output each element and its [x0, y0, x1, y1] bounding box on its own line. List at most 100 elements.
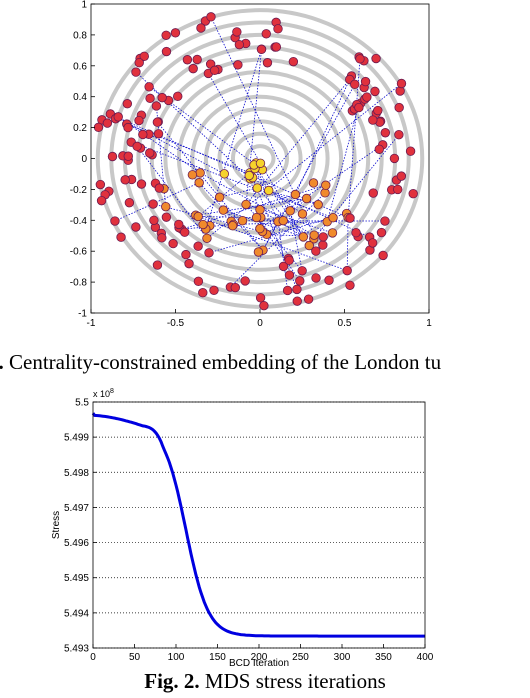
edge-31	[181, 223, 234, 230]
node-45	[321, 180, 331, 190]
node-197	[113, 112, 123, 122]
network-nodes	[93, 12, 418, 311]
node-186	[138, 129, 148, 140]
node-59	[318, 240, 328, 250]
edge-45	[219, 187, 258, 198]
node-53	[198, 219, 208, 230]
x-tick-label: 0.5	[338, 318, 352, 329]
node-36	[298, 232, 309, 242]
node-104	[311, 246, 321, 256]
node-127	[116, 232, 126, 242]
node-97	[204, 248, 214, 258]
node-50	[328, 212, 338, 223]
node-212	[179, 227, 190, 237]
edge-23	[260, 217, 315, 236]
x-tick-label: -0.5	[167, 318, 185, 329]
node-168	[174, 219, 184, 230]
node-133	[355, 54, 365, 64]
node-70	[170, 28, 181, 38]
plot2-x-tick-labels: 0 50 100 150 200 250 300 350 400	[90, 652, 434, 663]
stress-series-line	[91, 412, 425, 638]
node-169	[168, 238, 178, 249]
node-218	[368, 188, 378, 198]
node-202	[209, 285, 219, 296]
edge-58	[157, 121, 264, 251]
node-207	[198, 288, 208, 298]
node-49	[227, 221, 238, 231]
node-34	[285, 206, 295, 216]
node-124	[297, 266, 307, 276]
node-145	[152, 117, 163, 127]
node-178	[362, 92, 372, 102]
node-213	[134, 115, 144, 126]
node-114	[157, 92, 167, 103]
plot1-x-tick-labels: -1 -0.5 0 0.5 1	[87, 318, 433, 329]
node-79	[371, 53, 381, 64]
node-184	[367, 238, 378, 248]
node-52	[308, 178, 319, 188]
node-182	[196, 23, 206, 33]
node-115	[173, 91, 183, 102]
node-200	[154, 183, 164, 193]
y-tick-label: 0	[81, 154, 87, 165]
node-3	[264, 185, 274, 196]
node-68	[405, 146, 416, 156]
node-143	[259, 300, 269, 311]
y-tick-label: 0.8	[73, 30, 87, 41]
node-23	[251, 212, 262, 223]
node-86	[96, 195, 107, 206]
edge-10	[148, 86, 263, 171]
x-tick-label: 1	[426, 318, 432, 329]
node-73	[395, 86, 405, 96]
node-157	[145, 148, 155, 158]
node-51	[194, 178, 204, 188]
node-55	[309, 230, 319, 240]
x-tick-label: 350	[375, 652, 392, 663]
node-155	[148, 199, 158, 209]
y-tick-label: 0.4	[73, 92, 87, 103]
y-tick-label: -1	[78, 309, 87, 320]
node-193	[288, 56, 299, 67]
plot1-y-tick-labels: 1 0.8 0.6 0.4 0.2 0 -0.2 -0.4 -0.6 -0.8 -1	[70, 0, 88, 320]
node-138	[324, 275, 334, 285]
node-142	[139, 51, 149, 62]
node-42	[297, 209, 308, 219]
node-220	[131, 67, 141, 77]
x-tick-label: 150	[209, 652, 226, 663]
node-199	[123, 151, 133, 161]
y-tick-label: 0.6	[73, 61, 87, 72]
node-183	[123, 122, 133, 133]
node-153	[132, 141, 142, 152]
node-173	[374, 144, 384, 154]
x-tick-label: -1	[87, 318, 96, 329]
node-166	[110, 216, 120, 226]
node-189	[102, 118, 113, 128]
y-tick-label: 5.495	[64, 573, 89, 584]
node-206	[134, 58, 144, 68]
node-165	[342, 265, 352, 276]
x-tick-label: 250	[292, 652, 309, 663]
node-190	[360, 76, 371, 87]
x-tick-label: 100	[168, 652, 185, 663]
y-tick-label: -0.2	[70, 185, 88, 196]
y-tick-label: 5.493	[64, 644, 89, 655]
node-217	[256, 44, 267, 55]
node-171	[161, 212, 172, 222]
node-33	[255, 223, 265, 234]
node-84	[107, 151, 118, 162]
figure2-caption-label: Fig. 2.	[144, 669, 200, 693]
node-163	[408, 188, 418, 199]
x-tick-label: 200	[251, 652, 268, 663]
node-131	[292, 284, 302, 295]
figure2-caption: Fig. 2. MDS stress iterations	[0, 669, 530, 694]
node-90	[181, 249, 191, 260]
edge-0	[254, 168, 279, 222]
node-27	[255, 205, 265, 215]
node-214	[370, 86, 380, 97]
edge-35	[295, 79, 351, 195]
node-80	[184, 258, 194, 269]
node-179	[354, 102, 364, 113]
node-172	[193, 276, 204, 287]
node-139	[120, 175, 130, 185]
edge-33	[198, 216, 348, 271]
